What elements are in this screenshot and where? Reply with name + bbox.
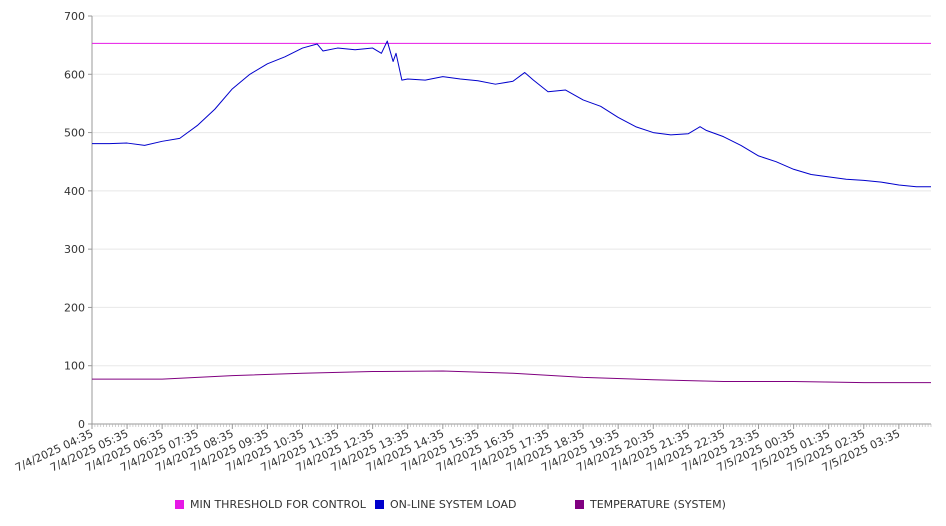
legend-label: TEMPERATURE (SYSTEM) — [590, 498, 726, 511]
legend-item-temperature: TEMPERATURE (SYSTEM) — [575, 498, 726, 511]
legend-item-min-threshold: MIN THRESHOLD FOR CONTROL — [175, 498, 366, 511]
y-tick-label: 700 — [64, 10, 85, 23]
y-tick-label: 0 — [78, 418, 85, 431]
series-lines — [92, 40, 931, 384]
legend-label: ON-LINE SYSTEM LOAD — [390, 498, 517, 511]
legend-item-system-load: ON-LINE SYSTEM LOAD — [375, 498, 516, 511]
axes — [91, 16, 931, 425]
legend-label: MIN THRESHOLD FOR CONTROL — [190, 498, 366, 511]
y-tick-label: 100 — [64, 360, 85, 373]
legend: MIN THRESHOLD FOR CONTROL ON-LINE SYSTEM… — [0, 498, 946, 518]
line-chart: 0 100 200 300 400 500 600 700 7/4/2025 04:357/4… — [13, 10, 932, 474]
y-tick-label: 500 — [64, 127, 85, 140]
y-tick-label: 300 — [64, 243, 85, 256]
legend-swatch — [575, 500, 584, 509]
y-tick-label: 400 — [64, 185, 85, 198]
temperature-line — [92, 370, 931, 384]
legend-swatch — [175, 500, 184, 509]
grid-lines — [92, 15, 931, 367]
y-tick-label: 200 — [64, 301, 85, 314]
y-tick-label: 600 — [64, 68, 85, 81]
x-axis-ticks: 7/4/2025 04:357/4/2025 05:357/4/2025 06:… — [13, 424, 932, 474]
legend-swatch — [375, 500, 384, 509]
system-load-line — [92, 40, 931, 188]
y-axis-ticks: 0 100 200 300 400 500 600 700 — [64, 10, 92, 431]
